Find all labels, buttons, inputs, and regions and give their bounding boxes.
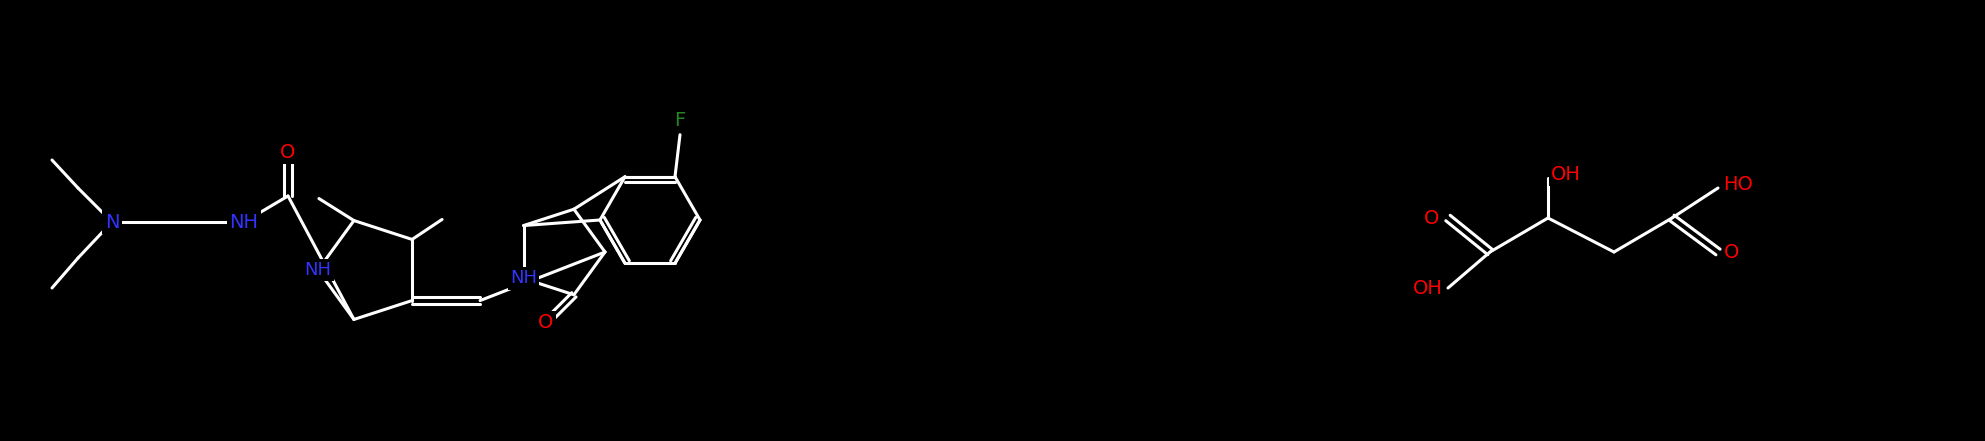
Text: NH: NH [304,261,331,279]
Text: O: O [280,142,296,161]
Text: HO: HO [1723,175,1753,194]
Text: O: O [1725,243,1739,262]
Text: NH: NH [510,269,538,288]
Text: O: O [1425,209,1439,228]
Text: NH: NH [230,213,258,232]
Text: OH: OH [1550,164,1580,183]
Text: F: F [675,111,685,130]
Text: O: O [538,313,554,333]
Text: N: N [105,213,119,232]
Text: OH: OH [1413,279,1443,298]
